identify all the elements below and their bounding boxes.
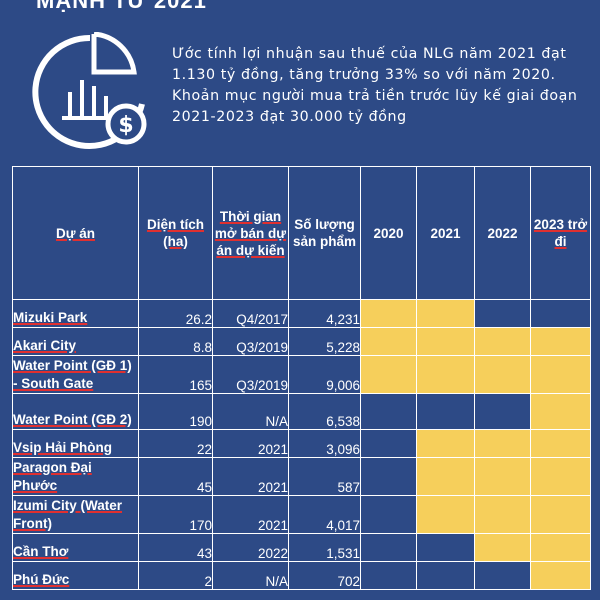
- page-title: MẠNH TỪ 2021: [36, 0, 207, 13]
- table-row: Water Point (GĐ 2) 190 N/A 6,538: [12, 393, 591, 430]
- year-1-cell: [416, 327, 475, 356]
- project-table: Dự án Diện tích (ha) Thời gian mở bán dự…: [12, 166, 591, 590]
- units-cell: 4,017: [288, 495, 361, 534]
- year-0-cell: [360, 429, 417, 458]
- area-cell: 165: [138, 355, 213, 394]
- year-1-cell: [416, 495, 475, 534]
- header-area: Diện tích (ha): [138, 166, 213, 300]
- year-3-cell: [530, 533, 591, 562]
- year-1-cell: [416, 299, 475, 328]
- launch-cell: N/A: [212, 561, 289, 590]
- year-1-cell: [416, 561, 475, 590]
- year-2-cell: [474, 393, 531, 430]
- year-2-cell: [474, 299, 531, 328]
- units-cell: 9,006: [288, 355, 361, 394]
- units-cell: 702: [288, 561, 361, 590]
- table-row: Mizuki Park 26.2 Q4/2017 4,231: [12, 299, 591, 328]
- year-2-cell: [474, 533, 531, 562]
- table-row: Cần Thơ 43 2022 1,531: [12, 533, 591, 562]
- table-row: Paragon Đại Phước 45 2021 587: [12, 457, 591, 496]
- units-cell: 5,228: [288, 327, 361, 356]
- project-name-cell: Cần Thơ: [12, 533, 139, 562]
- launch-cell: Q4/2017: [212, 299, 289, 328]
- launch-cell: Q3/2019: [212, 355, 289, 394]
- svg-text:$: $: [118, 113, 133, 138]
- year-0-cell: [360, 533, 417, 562]
- year-2-cell: [474, 355, 531, 394]
- project-name-cell: Vsip Hải Phòng: [12, 429, 139, 458]
- year-1-cell: [416, 355, 475, 394]
- year-3-cell: [530, 457, 591, 496]
- year-3-cell: [530, 355, 591, 394]
- header-project: Dự án: [12, 166, 139, 300]
- header-units: Số lượng sản phẩm: [288, 166, 361, 300]
- area-cell: 45: [138, 457, 213, 496]
- year-2-cell: [474, 495, 531, 534]
- header-2020: 2020: [360, 166, 417, 300]
- year-1-cell: [416, 393, 475, 430]
- area-cell: 43: [138, 533, 213, 562]
- year-2-cell: [474, 457, 531, 496]
- year-3-cell: [530, 393, 591, 430]
- area-cell: 8.8: [138, 327, 213, 356]
- header-2021: 2021: [416, 166, 475, 300]
- intro-paragraph: Ước tính lợi nhuận sau thuế của NLG năm …: [172, 46, 578, 125]
- area-cell: 22: [138, 429, 213, 458]
- table-row: Akari City 8.8 Q3/2019 5,228: [12, 327, 591, 356]
- table-row: Izumi City (Water Front) 170 2021 4,017: [12, 495, 591, 534]
- year-0-cell: [360, 393, 417, 430]
- launch-cell: Q3/2019: [212, 327, 289, 356]
- units-cell: 6,538: [288, 393, 361, 430]
- project-name-cell: Paragon Đại Phước: [12, 457, 139, 496]
- units-cell: 3,096: [288, 429, 361, 458]
- units-cell: 1,531: [288, 533, 361, 562]
- year-0-cell: [360, 457, 417, 496]
- project-name-cell: Akari City: [12, 327, 139, 356]
- header-2023: 2023 trở đi: [530, 166, 591, 300]
- launch-cell: 2021: [212, 429, 289, 458]
- year-3-cell: [530, 299, 591, 328]
- year-0-cell: [360, 299, 417, 328]
- units-cell: 587: [288, 457, 361, 496]
- project-name-cell: Water Point (GĐ 2): [12, 393, 139, 430]
- units-cell: 4,231: [288, 299, 361, 328]
- year-1-cell: [416, 457, 475, 496]
- project-name-cell: Izumi City (Water Front): [12, 495, 139, 534]
- project-name-cell: Mizuki Park: [12, 299, 139, 328]
- year-1-cell: [416, 533, 475, 562]
- table-row: Phú Đức 2 N/A 702: [12, 561, 591, 590]
- launch-cell: 2021: [212, 495, 289, 534]
- table-row: Vsip Hải Phòng 22 2021 3,096: [12, 429, 591, 458]
- launch-cell: 2021: [212, 457, 289, 496]
- year-2-cell: [474, 429, 531, 458]
- year-2-cell: [474, 561, 531, 590]
- area-cell: 26.2: [138, 299, 213, 328]
- table-row: Water Point (GĐ 1) - South Gate 165 Q3/201…: [12, 355, 591, 394]
- area-cell: 2: [138, 561, 213, 590]
- launch-cell: N/A: [212, 393, 289, 430]
- year-0-cell: [360, 495, 417, 534]
- year-3-cell: [530, 561, 591, 590]
- year-0-cell: [360, 355, 417, 394]
- header-row: Dự án Diện tích (ha) Thời gian mở bán dự…: [12, 166, 591, 300]
- pie-chart-dollar-icon: $: [32, 32, 147, 149]
- year-0-cell: [360, 561, 417, 590]
- header-launch: Thời gian mở bán dự án dự kiến: [212, 166, 289, 300]
- launch-cell: 2022: [212, 533, 289, 562]
- year-2-cell: [474, 327, 531, 356]
- year-3-cell: [530, 327, 591, 356]
- year-1-cell: [416, 429, 475, 458]
- year-3-cell: [530, 495, 591, 534]
- area-cell: 190: [138, 393, 213, 430]
- year-0-cell: [360, 327, 417, 356]
- project-name-cell: Water Point (GĐ 1) - South Gate: [12, 355, 139, 394]
- area-cell: 170: [138, 495, 213, 534]
- header-2022: 2022: [474, 166, 531, 300]
- year-3-cell: [530, 429, 591, 458]
- project-name-cell: Phú Đức: [12, 561, 139, 590]
